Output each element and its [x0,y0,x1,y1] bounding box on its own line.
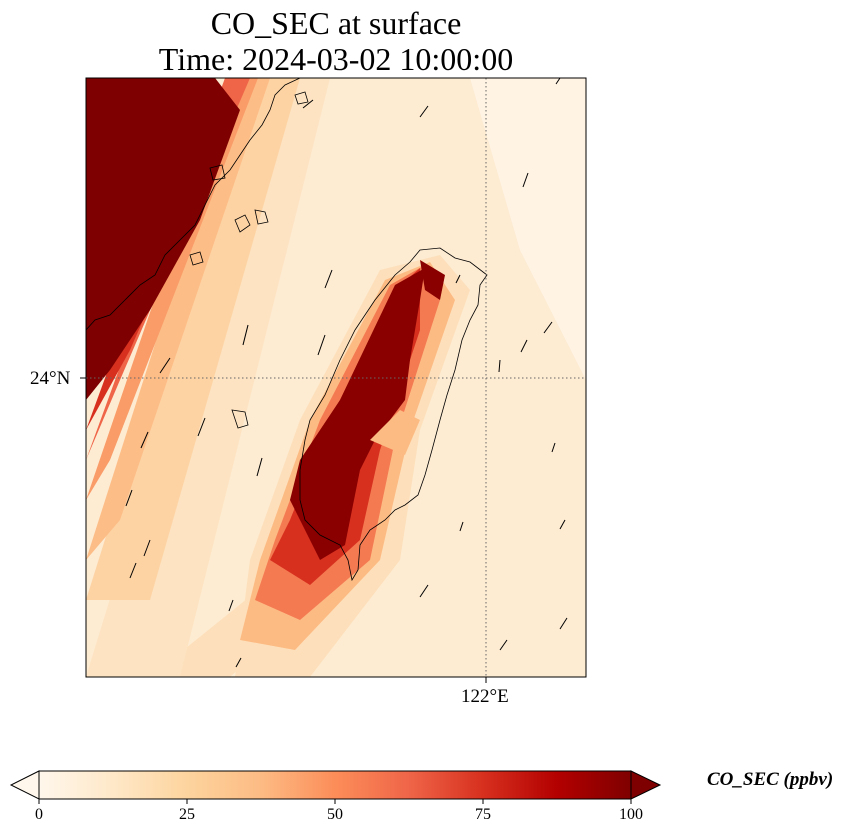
island-coastline [209,164,226,181]
latitude-label: 24°N [30,368,71,389]
colorbar-label: CO_SEC (ppbv) [707,769,834,790]
colorbar-tick-label: 25 [179,806,195,823]
island-coastline [234,214,251,233]
island-coastline [254,209,269,225]
mainland-coastline [86,78,301,331]
colorbar-tick-label: 100 [619,806,643,823]
penghu-coastline [231,409,249,429]
colorbar-extend-max [630,770,662,800]
colorbar-tick-label: 75 [475,806,491,823]
colorbar-tick-label: 50 [327,806,343,823]
longitude-label: 122°E [461,686,509,707]
island-coastline [294,91,309,105]
island-coastline [189,251,204,266]
wind-vectors [125,77,568,668]
graticule [86,78,586,677]
map-title-line-1: CO_SEC at surface [210,5,462,41]
colorbar-extend-min [9,770,40,800]
taiwan-coastline [299,247,488,582]
colorbar [9,770,662,804]
coastlines [86,78,488,582]
map-title-line-2: Time: 2024-03-02 10:00:00 [158,41,514,77]
colorbar-tick-label: 0 [35,806,43,823]
colorbar-body [38,770,632,800]
